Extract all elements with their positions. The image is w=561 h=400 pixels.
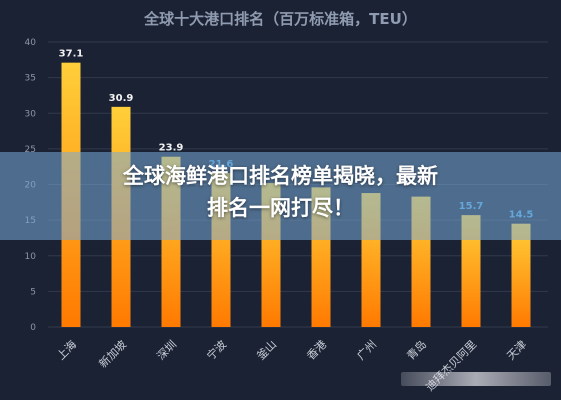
- x-tick-label: 上海: [54, 337, 79, 362]
- y-tick-label: 10: [25, 252, 37, 262]
- bar: [461, 215, 481, 327]
- headline-line-1: 全球海鲜港口排名榜单揭晓，最新: [123, 164, 438, 188]
- chart-title: 全球十大港口排名（百万标准箱，TEU）: [144, 10, 417, 28]
- headline-text: 全球海鲜港口排名榜单揭晓，最新 排名一网打尽！: [0, 160, 561, 224]
- x-tick-label: 釜山: [254, 337, 279, 362]
- data-label: 30.9: [109, 93, 134, 104]
- y-tick-label: 30: [25, 109, 37, 119]
- x-tick-label: 香港: [304, 338, 329, 363]
- data-label: 37.1: [59, 49, 84, 60]
- y-tick-label: 0: [30, 323, 36, 333]
- x-tick-label: 宁波: [204, 337, 229, 362]
- x-tick-label: 青岛: [404, 337, 429, 362]
- bar: [511, 223, 531, 327]
- x-tick-label: 广州: [354, 338, 379, 363]
- watermark: [401, 372, 551, 386]
- y-tick-label: 40: [25, 38, 37, 48]
- data-label: 23.9: [159, 143, 184, 154]
- y-tick-label: 25: [25, 145, 36, 155]
- x-tick-label: 天津: [504, 338, 529, 363]
- y-tick-label: 35: [25, 74, 36, 84]
- headline-line-2: 排名一网打尽！: [207, 196, 354, 220]
- x-tick-label: 新加坡: [96, 337, 129, 370]
- x-tick-label: 深圳: [154, 338, 179, 363]
- headline-banner: [0, 152, 561, 240]
- y-tick-label: 5: [30, 287, 36, 297]
